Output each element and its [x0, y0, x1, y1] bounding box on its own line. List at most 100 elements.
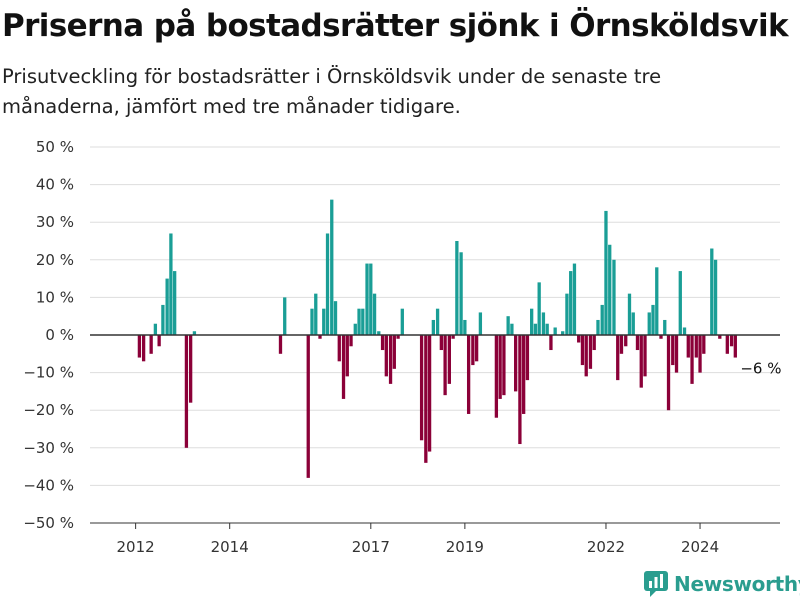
bar	[510, 323, 514, 335]
bar	[388, 335, 393, 384]
bar	[588, 335, 593, 369]
bar	[577, 335, 581, 343]
bar	[635, 335, 640, 351]
bar	[322, 308, 326, 335]
y-tick-label: −30 %	[23, 439, 74, 457]
x-tick-label: 2012	[117, 538, 155, 556]
bar	[514, 335, 518, 392]
bar	[161, 304, 165, 335]
chart-subtitle: Prisutveckling för bostadsrätter i Örnsk…	[2, 65, 662, 118]
bar	[341, 335, 346, 399]
bar	[713, 259, 718, 335]
bar	[310, 308, 314, 335]
bar	[561, 331, 565, 335]
bar	[643, 335, 647, 377]
bar	[608, 244, 612, 335]
bar	[325, 233, 330, 335]
bar	[466, 335, 471, 414]
bar	[592, 335, 596, 351]
bar	[639, 335, 643, 388]
bar	[553, 327, 557, 335]
bar	[666, 335, 671, 411]
bar	[474, 335, 479, 362]
x-tick-label: 2014	[211, 538, 249, 556]
bar	[314, 293, 318, 335]
bar	[525, 335, 530, 381]
y-tick-label: 10 %	[36, 288, 74, 306]
bar	[330, 199, 334, 335]
bar	[545, 323, 549, 335]
bar	[596, 319, 600, 335]
newsworthy-logo: Newsworthy	[644, 568, 800, 600]
bar	[424, 335, 428, 463]
bar	[694, 335, 698, 358]
bar	[165, 278, 169, 335]
bar	[702, 335, 706, 354]
bar	[502, 335, 506, 396]
bar	[455, 241, 459, 335]
y-tick-label: −10 %	[23, 364, 74, 382]
bar	[604, 210, 608, 335]
bar	[710, 248, 714, 335]
bar	[392, 335, 396, 369]
bar	[565, 293, 569, 335]
bar	[549, 335, 553, 351]
bar	[600, 304, 604, 335]
x-tick-label: 2024	[681, 538, 719, 556]
bar	[439, 335, 443, 351]
bar	[361, 308, 365, 335]
bar	[419, 335, 424, 441]
chart-title: Priserna på bostadsrätter sjönk i Örnskö…	[2, 8, 789, 44]
bar	[655, 267, 659, 335]
bar	[184, 335, 189, 448]
bar	[459, 252, 463, 335]
bar	[447, 335, 451, 384]
bar	[141, 335, 146, 362]
bar	[153, 323, 158, 335]
x-tick-label: 2017	[352, 538, 390, 556]
x-tick-label: 2022	[587, 538, 625, 556]
bar	[306, 335, 310, 478]
bar	[377, 331, 381, 335]
bar	[149, 335, 153, 354]
brand-name: Newsworthy	[674, 572, 800, 596]
bar	[659, 335, 663, 339]
bar	[278, 335, 283, 354]
bar	[137, 335, 142, 358]
bar	[353, 323, 357, 335]
y-tick-label: −20 %	[23, 401, 74, 419]
bar	[671, 335, 675, 366]
bar	[169, 233, 173, 335]
bar	[365, 263, 369, 335]
bar	[619, 335, 624, 354]
bar	[678, 271, 682, 335]
bar	[396, 335, 400, 339]
bar	[682, 327, 687, 335]
bar	[372, 293, 377, 335]
bar	[530, 308, 534, 335]
bar	[435, 308, 440, 335]
y-tick-label: 40 %	[36, 176, 74, 194]
y-tick-label: 50 %	[36, 138, 74, 156]
y-tick-label: 30 %	[36, 213, 74, 231]
bar	[580, 335, 585, 366]
bar	[584, 335, 588, 377]
bar	[349, 335, 353, 347]
bar	[283, 297, 287, 335]
bar	[674, 335, 679, 373]
y-tick-label: 0 %	[45, 326, 74, 344]
bar	[451, 335, 455, 339]
bar	[380, 335, 385, 351]
bar	[627, 293, 632, 335]
last-value-annotation: −6 %	[740, 360, 781, 378]
bar	[698, 335, 702, 373]
bar	[157, 335, 161, 347]
bar	[173, 271, 177, 335]
bar	[569, 271, 573, 335]
y-tick-label: −40 %	[23, 476, 74, 494]
bar	[463, 319, 467, 335]
bar	[647, 312, 651, 335]
bar	[729, 335, 734, 347]
bar	[431, 319, 435, 335]
